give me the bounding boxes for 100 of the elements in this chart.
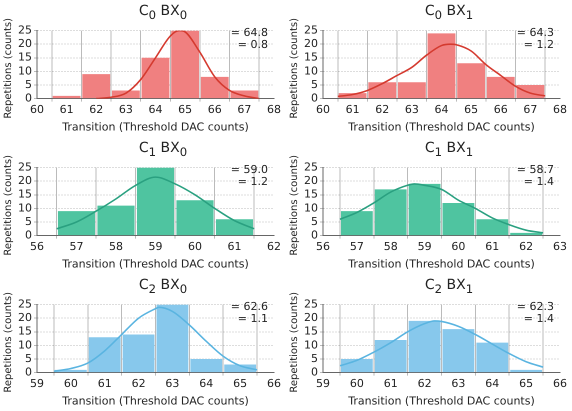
y-axis-title: Repetitions (counts) (2, 18, 14, 119)
x-tick-label: 59 (148, 240, 162, 254)
x-tick-label: 60 (316, 103, 330, 116)
y-tick-label: 15 (304, 324, 318, 338)
y-tick-label: 0 (24, 365, 32, 378)
y-tick-label: 10 (18, 64, 32, 78)
annotation: = 62.6 (230, 300, 268, 313)
y-tick-label: 20 (18, 311, 32, 324)
x-tick-label: 63 (451, 377, 466, 390)
annotation: = 1.4 (524, 174, 554, 188)
x-tick-label: 56 (316, 240, 330, 254)
x-tick-label: 65 (464, 103, 478, 116)
y-tick-label: 10 (304, 64, 318, 78)
x-tick-label: 64 (148, 103, 162, 116)
annotation: = 1.4 (524, 312, 554, 325)
line-series (339, 183, 544, 234)
x-tick-label: 61 (98, 377, 112, 390)
y-tick-label: 15 (18, 50, 32, 64)
annotation: = 59.0 (230, 162, 268, 176)
x-tick-label: 59 (30, 377, 44, 390)
x-tick-label: 62 (375, 103, 390, 116)
x-tick-label: 58 (109, 240, 123, 254)
x-tick-label: 68 (267, 103, 281, 116)
x-tick-label: 61 (384, 377, 398, 390)
x-tick-label: 62 (267, 240, 281, 254)
y-tick-label: 15 (18, 188, 32, 201)
x-tick-label: 59 (316, 377, 330, 390)
x-tick-label: 66 (494, 103, 508, 116)
y-tick-label: 15 (18, 324, 32, 338)
x-tick-label: 61 (228, 240, 242, 254)
annotation: = 1.2 (238, 174, 268, 188)
x-axis-title: Transition (Threshold DAC counts) (347, 394, 535, 408)
y-axis-title: Repetitions (counts) (288, 155, 300, 256)
x-tick-label: 58 (384, 240, 398, 254)
x-tick-label: 66 (208, 103, 222, 116)
x-tick-label: 57 (350, 240, 364, 254)
x-axis-title: Transition (Threshold DAC counts) (347, 257, 535, 270)
x-tick-label: 65 (233, 377, 248, 390)
annotation: = 1.1 (238, 312, 268, 325)
annotation: = 64.8 (230, 26, 268, 39)
y-tick-label: 25 (18, 297, 32, 310)
annotation: = 58.7 (516, 162, 554, 176)
y-tick-label: 0 (24, 228, 32, 242)
x-axis-title: Transition (Threshold DAC counts) (61, 120, 249, 134)
y-tick-label: 10 (18, 338, 32, 352)
x-tick-label: 63 (165, 377, 180, 390)
chart-title: C$_{2}$ BX$_{1}$ (424, 276, 474, 296)
y-tick-label: 5 (24, 214, 32, 228)
x-tick-label: 63 (404, 103, 419, 116)
x-tick-label: 60 (451, 240, 466, 254)
y-tick-label: 20 (18, 37, 32, 50)
y-tick-label: 10 (18, 201, 32, 214)
y-tick-label: 5 (310, 78, 318, 91)
y-axis-title: Repetitions (counts) (288, 292, 300, 393)
x-tick-label: 67 (237, 103, 252, 116)
annotation: = 1.2 (524, 38, 554, 51)
x-tick-label: 65 (178, 103, 192, 116)
x-tick-label: 62 (89, 103, 104, 116)
y-tick-label: 25 (304, 297, 318, 310)
annotation: = 62.3 (516, 300, 554, 313)
x-tick-label: 64 (199, 377, 214, 390)
chart-title: C$_{1}$ BX$_{1}$ (424, 139, 474, 159)
x-tick-label: 62 (132, 377, 146, 390)
y-tick-label: 10 (304, 201, 318, 214)
annotation: = 64.3 (516, 26, 554, 39)
y-axis-title: Repetitions (counts) (2, 292, 14, 393)
x-tick-label: 68 (553, 103, 567, 116)
x-tick-label: 66 (553, 377, 567, 390)
chart-title: C$_{2}$ BX$_{0}$ (138, 276, 188, 296)
y-tick-label: 0 (24, 91, 32, 104)
x-axis-title: Transition (Threshold DAC counts) (347, 120, 535, 134)
y-axis-title: Repetitions (counts) (288, 18, 300, 119)
y-tick-label: 5 (310, 352, 318, 365)
y-tick-label: 5 (24, 352, 32, 365)
x-tick-label: 61 (485, 240, 500, 254)
x-tick-label: 56 (30, 240, 44, 254)
x-tick-label: 57 (70, 240, 84, 254)
x-tick-label: 59 (418, 240, 432, 254)
x-tick-label: 65 (519, 377, 534, 390)
y-axis-title: Repetitions (counts) (2, 155, 14, 256)
y-tick-label: 10 (304, 338, 318, 352)
x-tick-label: 63 (553, 240, 567, 254)
x-tick-label: 62 (519, 240, 534, 254)
x-tick-label: 60 (64, 377, 78, 390)
x-tick-label: 62 (418, 377, 432, 390)
x-axis-title: Transition (Threshold DAC counts) (61, 394, 249, 408)
chart-title: C$_{0}$ BX$_{0}$ (138, 2, 188, 22)
x-tick-label: 64 (485, 377, 500, 390)
y-tick-label: 15 (304, 188, 318, 201)
x-tick-label: 67 (523, 103, 538, 116)
annotation: = 0.8 (238, 38, 268, 51)
y-tick-label: 0 (310, 91, 318, 104)
x-tick-label: 60 (30, 103, 44, 116)
x-tick-label: 61 (346, 103, 360, 116)
x-tick-label: 63 (118, 103, 133, 116)
x-axis-title: Transition (Threshold DAC counts) (61, 257, 249, 270)
y-tick-label: 0 (310, 365, 318, 378)
chart-title: C$_{1}$ BX$_{0}$ (138, 139, 188, 159)
y-tick-label: 5 (310, 214, 318, 228)
y-tick-label: 25 (304, 160, 318, 174)
